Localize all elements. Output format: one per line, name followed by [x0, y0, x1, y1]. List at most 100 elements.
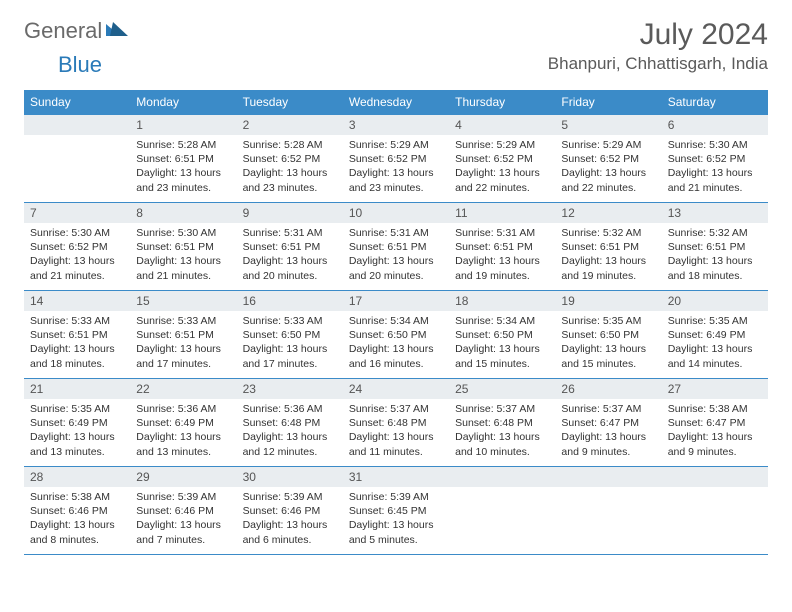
- day-content: Sunrise: 5:37 AMSunset: 6:48 PMDaylight:…: [449, 399, 555, 465]
- col-saturday: Saturday: [662, 90, 768, 115]
- calendar-cell: 17Sunrise: 5:34 AMSunset: 6:50 PMDayligh…: [343, 291, 449, 379]
- day-number: 18: [449, 291, 555, 311]
- logo-triangle-icon: [106, 20, 128, 36]
- col-sunday: Sunday: [24, 90, 130, 115]
- calendar-cell: [662, 467, 768, 555]
- calendar-cell: 1Sunrise: 5:28 AMSunset: 6:51 PMDaylight…: [130, 115, 236, 203]
- sunrise-text: Sunrise: 5:36 AM: [136, 402, 230, 416]
- day-number: 22: [130, 379, 236, 399]
- sunrise-text: Sunrise: 5:39 AM: [136, 490, 230, 504]
- sunrise-text: Sunrise: 5:34 AM: [455, 314, 549, 328]
- calendar-cell: 24Sunrise: 5:37 AMSunset: 6:48 PMDayligh…: [343, 379, 449, 467]
- day-number: [24, 115, 130, 135]
- calendar-header-row: Sunday Monday Tuesday Wednesday Thursday…: [24, 90, 768, 115]
- day-content: Sunrise: 5:39 AMSunset: 6:45 PMDaylight:…: [343, 487, 449, 553]
- sunset-text: Sunset: 6:50 PM: [455, 328, 549, 342]
- sunset-text: Sunset: 6:51 PM: [136, 152, 230, 166]
- calendar-cell: 11Sunrise: 5:31 AMSunset: 6:51 PMDayligh…: [449, 203, 555, 291]
- sunset-text: Sunset: 6:51 PM: [668, 240, 762, 254]
- day-number: 19: [555, 291, 661, 311]
- sunset-text: Sunset: 6:49 PM: [30, 416, 124, 430]
- calendar-cell: 2Sunrise: 5:28 AMSunset: 6:52 PMDaylight…: [237, 115, 343, 203]
- day-content: Sunrise: 5:32 AMSunset: 6:51 PMDaylight:…: [662, 223, 768, 289]
- calendar-cell: 15Sunrise: 5:33 AMSunset: 6:51 PMDayligh…: [130, 291, 236, 379]
- calendar-week-row: 14Sunrise: 5:33 AMSunset: 6:51 PMDayligh…: [24, 291, 768, 379]
- sunrise-text: Sunrise: 5:29 AM: [349, 138, 443, 152]
- day-content: Sunrise: 5:31 AMSunset: 6:51 PMDaylight:…: [449, 223, 555, 289]
- day-number: 1: [130, 115, 236, 135]
- daylight-text: Daylight: 13 hours and 14 minutes.: [668, 342, 762, 370]
- daylight-text: Daylight: 13 hours and 20 minutes.: [349, 254, 443, 282]
- day-content: Sunrise: 5:29 AMSunset: 6:52 PMDaylight:…: [449, 135, 555, 201]
- calendar-week-row: 1Sunrise: 5:28 AMSunset: 6:51 PMDaylight…: [24, 115, 768, 203]
- day-content: Sunrise: 5:35 AMSunset: 6:49 PMDaylight:…: [662, 311, 768, 377]
- day-number: 9: [237, 203, 343, 223]
- sunset-text: Sunset: 6:48 PM: [349, 416, 443, 430]
- sunset-text: Sunset: 6:47 PM: [668, 416, 762, 430]
- sunrise-text: Sunrise: 5:35 AM: [668, 314, 762, 328]
- sunset-text: Sunset: 6:51 PM: [349, 240, 443, 254]
- day-content: Sunrise: 5:30 AMSunset: 6:52 PMDaylight:…: [662, 135, 768, 201]
- sunrise-text: Sunrise: 5:39 AM: [243, 490, 337, 504]
- sunrise-text: Sunrise: 5:32 AM: [561, 226, 655, 240]
- day-number: 28: [24, 467, 130, 487]
- sunrise-text: Sunrise: 5:35 AM: [561, 314, 655, 328]
- sunset-text: Sunset: 6:51 PM: [136, 240, 230, 254]
- calendar-cell: 20Sunrise: 5:35 AMSunset: 6:49 PMDayligh…: [662, 291, 768, 379]
- day-number: 8: [130, 203, 236, 223]
- day-content: Sunrise: 5:31 AMSunset: 6:51 PMDaylight:…: [343, 223, 449, 289]
- sunset-text: Sunset: 6:50 PM: [561, 328, 655, 342]
- daylight-text: Daylight: 13 hours and 6 minutes.: [243, 518, 337, 546]
- calendar-cell: 3Sunrise: 5:29 AMSunset: 6:52 PMDaylight…: [343, 115, 449, 203]
- calendar-cell: 12Sunrise: 5:32 AMSunset: 6:51 PMDayligh…: [555, 203, 661, 291]
- sunrise-text: Sunrise: 5:28 AM: [243, 138, 337, 152]
- daylight-text: Daylight: 13 hours and 11 minutes.: [349, 430, 443, 458]
- sunset-text: Sunset: 6:52 PM: [30, 240, 124, 254]
- daylight-text: Daylight: 13 hours and 12 minutes.: [243, 430, 337, 458]
- day-number: [449, 467, 555, 487]
- daylight-text: Daylight: 13 hours and 21 minutes.: [668, 166, 762, 194]
- day-content: Sunrise: 5:32 AMSunset: 6:51 PMDaylight:…: [555, 223, 661, 289]
- day-content: Sunrise: 5:30 AMSunset: 6:52 PMDaylight:…: [24, 223, 130, 289]
- day-content: Sunrise: 5:31 AMSunset: 6:51 PMDaylight:…: [237, 223, 343, 289]
- calendar-cell: 18Sunrise: 5:34 AMSunset: 6:50 PMDayligh…: [449, 291, 555, 379]
- day-number: 27: [662, 379, 768, 399]
- day-content: Sunrise: 5:34 AMSunset: 6:50 PMDaylight:…: [343, 311, 449, 377]
- daylight-text: Daylight: 13 hours and 21 minutes.: [136, 254, 230, 282]
- day-content: Sunrise: 5:28 AMSunset: 6:52 PMDaylight:…: [237, 135, 343, 201]
- day-number: 25: [449, 379, 555, 399]
- sunrise-text: Sunrise: 5:28 AM: [136, 138, 230, 152]
- day-content: Sunrise: 5:36 AMSunset: 6:49 PMDaylight:…: [130, 399, 236, 465]
- day-number: 29: [130, 467, 236, 487]
- daylight-text: Daylight: 13 hours and 15 minutes.: [561, 342, 655, 370]
- calendar-cell: 9Sunrise: 5:31 AMSunset: 6:51 PMDaylight…: [237, 203, 343, 291]
- daylight-text: Daylight: 13 hours and 23 minutes.: [349, 166, 443, 194]
- sunrise-text: Sunrise: 5:31 AM: [243, 226, 337, 240]
- sunset-text: Sunset: 6:50 PM: [349, 328, 443, 342]
- sunrise-text: Sunrise: 5:37 AM: [561, 402, 655, 416]
- sunrise-text: Sunrise: 5:39 AM: [349, 490, 443, 504]
- sunrise-text: Sunrise: 5:37 AM: [349, 402, 443, 416]
- calendar-cell: 6Sunrise: 5:30 AMSunset: 6:52 PMDaylight…: [662, 115, 768, 203]
- sunrise-text: Sunrise: 5:38 AM: [668, 402, 762, 416]
- day-content: Sunrise: 5:36 AMSunset: 6:48 PMDaylight:…: [237, 399, 343, 465]
- calendar-cell: 30Sunrise: 5:39 AMSunset: 6:46 PMDayligh…: [237, 467, 343, 555]
- col-thursday: Thursday: [449, 90, 555, 115]
- day-content: Sunrise: 5:33 AMSunset: 6:50 PMDaylight:…: [237, 311, 343, 377]
- sunrise-text: Sunrise: 5:35 AM: [30, 402, 124, 416]
- logo: General: [24, 18, 130, 44]
- day-number: 20: [662, 291, 768, 311]
- calendar-cell: 21Sunrise: 5:35 AMSunset: 6:49 PMDayligh…: [24, 379, 130, 467]
- day-number: 6: [662, 115, 768, 135]
- day-number: 17: [343, 291, 449, 311]
- sunset-text: Sunset: 6:47 PM: [561, 416, 655, 430]
- calendar-cell: [24, 115, 130, 203]
- day-number: 12: [555, 203, 661, 223]
- day-number: 30: [237, 467, 343, 487]
- sunset-text: Sunset: 6:51 PM: [243, 240, 337, 254]
- calendar-week-row: 7Sunrise: 5:30 AMSunset: 6:52 PMDaylight…: [24, 203, 768, 291]
- sunset-text: Sunset: 6:52 PM: [349, 152, 443, 166]
- day-content: Sunrise: 5:28 AMSunset: 6:51 PMDaylight:…: [130, 135, 236, 201]
- sunset-text: Sunset: 6:46 PM: [136, 504, 230, 518]
- daylight-text: Daylight: 13 hours and 5 minutes.: [349, 518, 443, 546]
